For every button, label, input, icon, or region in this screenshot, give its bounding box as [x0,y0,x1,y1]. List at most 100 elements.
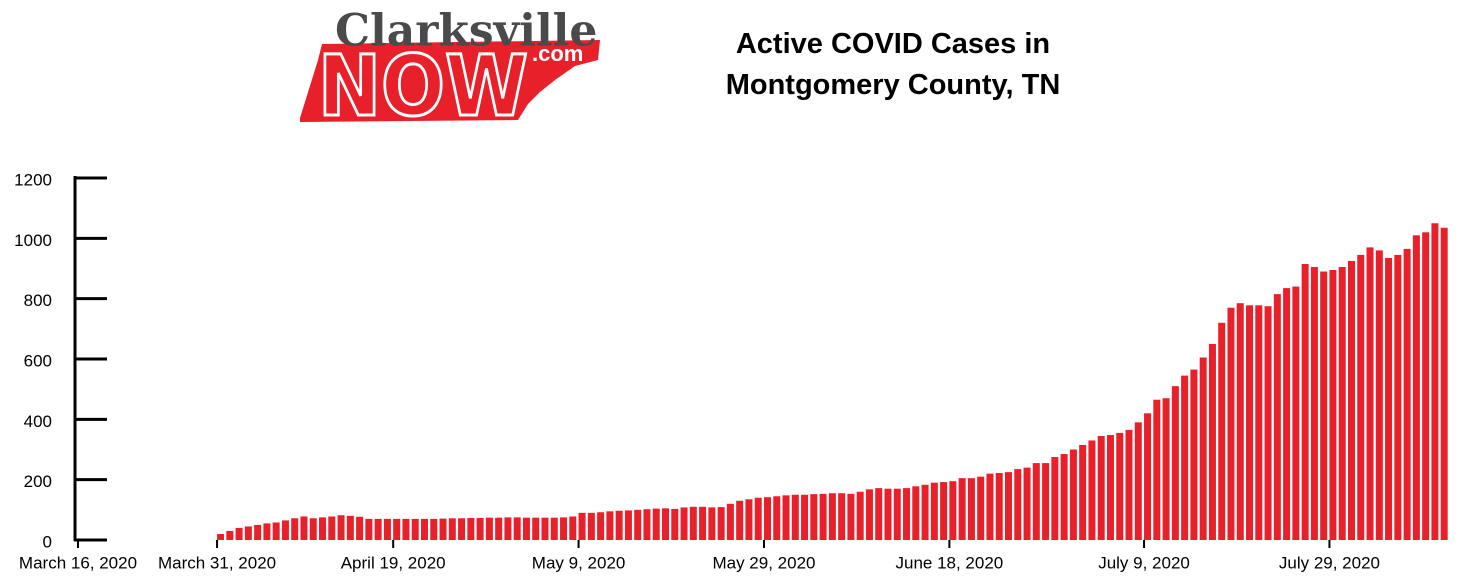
bar [319,517,327,540]
x-tick-label: July 9, 2020 [1098,553,1190,572]
bar [597,512,605,540]
bar [1032,463,1040,540]
bar [467,517,475,540]
bar [513,517,521,540]
bar [1292,286,1300,540]
bar [1060,454,1068,540]
bar [810,494,818,540]
bar [708,507,716,540]
bar [1227,307,1235,540]
bar [1208,343,1216,540]
bar [263,523,271,540]
x-tick-label: March 31, 2020 [158,553,276,572]
bar [1394,254,1402,541]
bar [1199,357,1207,540]
bar [1403,248,1411,540]
y-tick-label: 400 [24,412,52,431]
bar [411,518,419,540]
bar [1329,270,1337,540]
bar [847,493,855,540]
bar [1088,440,1096,540]
bar [680,507,688,540]
bar [328,516,336,540]
x-tick-label: July 29, 2020 [1279,553,1380,572]
bar [1273,294,1281,540]
bar [1236,303,1244,540]
bar [782,495,790,540]
bar [504,517,512,540]
bar [485,517,493,540]
bar [624,510,632,540]
bar [1014,469,1022,540]
bar [1264,306,1272,540]
bar [615,510,623,540]
bar [217,533,225,540]
bar [977,476,985,540]
bar [1069,449,1077,540]
bar [291,518,299,540]
bar [819,493,827,540]
bar [865,489,873,540]
bar [726,503,734,540]
logo-now: NOW [318,37,528,135]
bar [448,518,456,540]
bar [1042,463,1050,540]
bar [699,506,707,540]
bar [1134,422,1142,540]
bar [1246,305,1254,540]
bar [930,482,938,540]
bar [1385,257,1393,540]
bar [763,497,771,540]
bar [393,518,401,540]
logo: Clarksville NOW .com [300,6,600,136]
bar [578,512,586,540]
y-tick-label: 800 [24,291,52,310]
bar [346,515,354,540]
y-tick-label: 200 [24,472,52,491]
bar [1255,305,1263,540]
bar [374,518,382,540]
bar [1005,472,1012,540]
bar [522,517,530,540]
bar [420,518,428,540]
bar [606,511,614,540]
x-tick-label: June 18, 2020 [895,553,1003,572]
bar [1116,432,1124,540]
bar [532,517,540,540]
bar [272,522,280,540]
bar [1023,467,1031,540]
bar [791,494,799,540]
y-tick-label: 1200 [14,170,52,189]
bar [337,515,345,540]
logo-name: Clarksville [335,6,597,57]
bar [235,527,243,540]
bar [986,473,994,540]
bar [875,488,883,540]
bar [1320,271,1328,540]
chart-title: Active COVID Cases in Montgomery County,… [725,28,1061,101]
bar [439,518,447,540]
bar [1162,398,1170,540]
x-tick-label: March 16, 2020 [19,553,137,572]
bar [828,493,836,540]
bar [736,500,744,540]
y-tick-label: 600 [24,351,52,370]
bar [495,517,503,540]
bar [995,473,1003,540]
bar [773,496,781,540]
bar [1153,399,1161,540]
logo-suffix: .com [532,41,583,66]
bar [652,508,660,540]
bar [1283,288,1291,540]
y-tick-label: 1000 [14,231,52,250]
bar [1357,254,1365,541]
bar [912,486,920,540]
bar [1181,375,1189,540]
bar [1144,413,1152,540]
bar [569,516,577,540]
bar [1412,235,1420,541]
bar [893,488,901,540]
bar [402,518,410,540]
